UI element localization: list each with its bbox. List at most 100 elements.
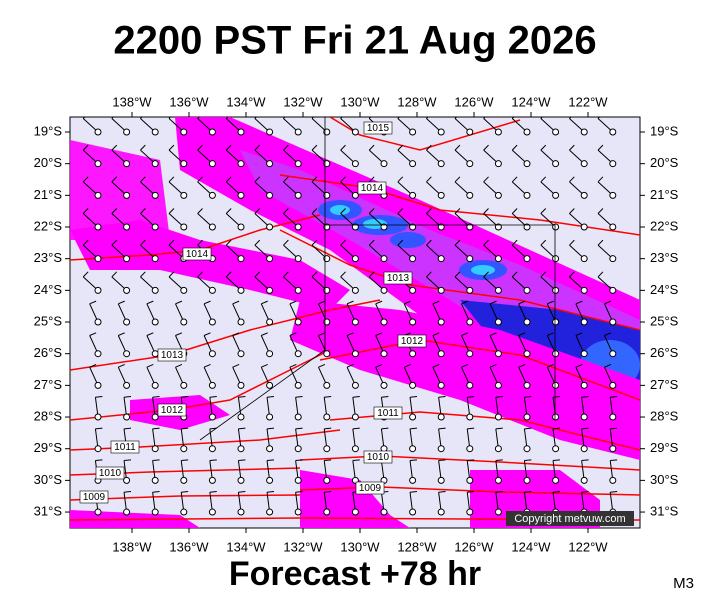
station (351, 255, 359, 263)
barb-flag (168, 208, 175, 214)
barb-flag (540, 117, 543, 119)
longitude-label-top: 138°W (112, 94, 152, 109)
station (237, 413, 245, 421)
barb-flag (225, 208, 232, 214)
barb-flag (311, 208, 318, 214)
barb-flag (610, 491, 618, 493)
barb-flag (197, 208, 203, 214)
barb-flag (604, 332, 612, 336)
station (208, 286, 216, 294)
station (294, 476, 302, 484)
barb-flag (432, 332, 440, 336)
barb-flag (95, 427, 103, 430)
barb-flag (168, 117, 172, 119)
isobar-label-box (157, 403, 187, 417)
station (580, 160, 588, 168)
station (494, 160, 502, 168)
station (437, 128, 445, 136)
barb-flag (324, 491, 332, 493)
barb-flag (146, 332, 154, 336)
station (437, 318, 445, 326)
barb-flag (569, 117, 572, 119)
barb-flag (283, 239, 289, 246)
station (294, 223, 302, 231)
barb-flag (168, 144, 175, 151)
barb-flag (340, 271, 346, 278)
station (237, 318, 245, 326)
latitude-label-left: 26°S (34, 345, 63, 360)
latitude-label-right: 19°S (650, 123, 679, 138)
longitude-label-top: 128°W (397, 94, 437, 109)
station (94, 191, 102, 199)
barb-flag (295, 491, 303, 493)
longitude-label-top: 132°W (283, 94, 323, 109)
barb-flag (89, 300, 97, 305)
station (351, 350, 359, 358)
barb-flag (368, 208, 375, 214)
barb-flag (146, 363, 154, 368)
barb-flag (111, 271, 118, 278)
station (437, 223, 445, 231)
station (180, 445, 188, 453)
barb-flag (569, 176, 575, 183)
station (466, 445, 474, 453)
station (266, 413, 274, 421)
wind-barbs (82, 117, 618, 516)
station (437, 381, 445, 389)
isobar-label-box (363, 121, 393, 135)
isobar-label: 1009 (359, 483, 382, 494)
station (409, 413, 417, 421)
station (351, 508, 359, 516)
station (494, 286, 502, 294)
barb-flag (511, 239, 518, 246)
barb-flag (461, 332, 469, 336)
station (151, 350, 159, 358)
station (437, 191, 445, 199)
station (151, 160, 159, 168)
barb-flag (581, 396, 589, 398)
station (180, 160, 188, 168)
isobar-label: 1011 (114, 442, 136, 453)
barb-flag (203, 300, 211, 305)
longitude-label-top: 130°W (340, 94, 380, 109)
longitude-label-bottom: 130°W (340, 539, 380, 554)
isobar-label-box (110, 440, 140, 454)
station (351, 381, 359, 389)
longitude-label-bottom: 138°W (112, 539, 152, 554)
station (494, 445, 502, 453)
barb-flag (569, 208, 575, 214)
station (409, 381, 417, 389)
barb-flag (524, 491, 532, 493)
barb-flag (283, 144, 289, 151)
longitude-label-bottom: 132°W (283, 539, 323, 554)
station (94, 381, 102, 389)
isobar-label-box (182, 247, 212, 261)
barb-flag (123, 427, 132, 430)
barb-flag (140, 208, 146, 214)
barb-flag (569, 239, 575, 246)
station (552, 350, 560, 358)
barb-flag (140, 176, 146, 183)
barb-flag (483, 271, 489, 278)
isobar-label: 1009 (83, 492, 106, 503)
station (151, 508, 159, 516)
station (466, 128, 474, 136)
barb-flag (232, 332, 240, 336)
isobar-label: 1010 (99, 468, 122, 479)
station (123, 160, 131, 168)
barb-flag (82, 271, 89, 278)
barb-flag (368, 117, 372, 119)
barb-flag (140, 239, 146, 246)
station (523, 476, 531, 484)
station (94, 350, 102, 358)
station (266, 445, 274, 453)
station (237, 381, 245, 389)
barb-flag (254, 239, 261, 246)
station (609, 160, 617, 168)
barb-flag (438, 396, 446, 398)
station (237, 223, 245, 231)
barb-flag (111, 144, 118, 151)
barb-flag (426, 144, 432, 151)
station (237, 160, 245, 168)
barb-flag (168, 271, 175, 278)
